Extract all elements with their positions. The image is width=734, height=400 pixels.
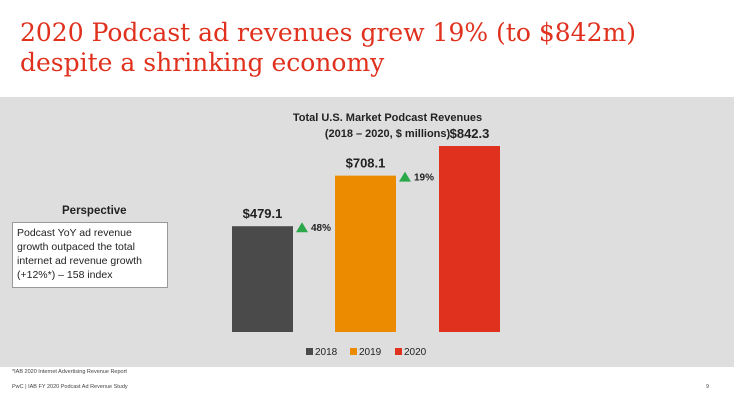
legend-swatch bbox=[350, 348, 357, 355]
footer-source: PwC | IAB FY 2020 Podcast Ad Revenue Stu… bbox=[12, 384, 128, 390]
bar-value-label: $479.1 bbox=[243, 206, 283, 221]
footnote: *IAB 2020 Internet Advertising Revenue R… bbox=[12, 369, 127, 375]
chart-title-block: Total U.S. Market Podcast Revenues (2018… bbox=[245, 110, 530, 142]
perspective-label: Perspective bbox=[62, 205, 127, 217]
perspective-box: Podcast YoY ad revenue growth outpaced t… bbox=[12, 222, 168, 288]
legend-label: 2018 bbox=[315, 347, 338, 358]
perspective-text: Podcast YoY ad revenue growth outpaced t… bbox=[17, 227, 142, 281]
growth-up-arrow-icon bbox=[296, 222, 308, 233]
growth-label: 19% bbox=[414, 173, 434, 184]
page-number: 9 bbox=[706, 384, 710, 390]
slide-title: 2020 Podcast ad revenues grew 19% (to $8… bbox=[20, 18, 636, 77]
growth-label: 48% bbox=[311, 223, 331, 234]
bar-value-label: $708.1 bbox=[346, 156, 386, 171]
bars-group: $479.1 $708.1 $842.3 48% 19% bbox=[232, 126, 500, 332]
bar-value-label: $842.3 bbox=[450, 126, 490, 141]
legend-swatch bbox=[395, 348, 402, 355]
chart-subtitle: (2018 – 2020, $ millions) bbox=[324, 128, 451, 140]
legend-label: 2020 bbox=[404, 347, 427, 358]
growth-up-arrow-icon bbox=[399, 171, 411, 182]
chart-title: Total U.S. Market Podcast Revenues bbox=[292, 112, 483, 124]
bar-2018 bbox=[232, 226, 293, 332]
bar-2020 bbox=[439, 146, 500, 332]
bar-2019 bbox=[335, 175, 396, 332]
legend-label: 2019 bbox=[359, 347, 382, 358]
legend-swatch bbox=[306, 348, 313, 355]
legend: 2018 2019 2020 bbox=[306, 347, 427, 358]
